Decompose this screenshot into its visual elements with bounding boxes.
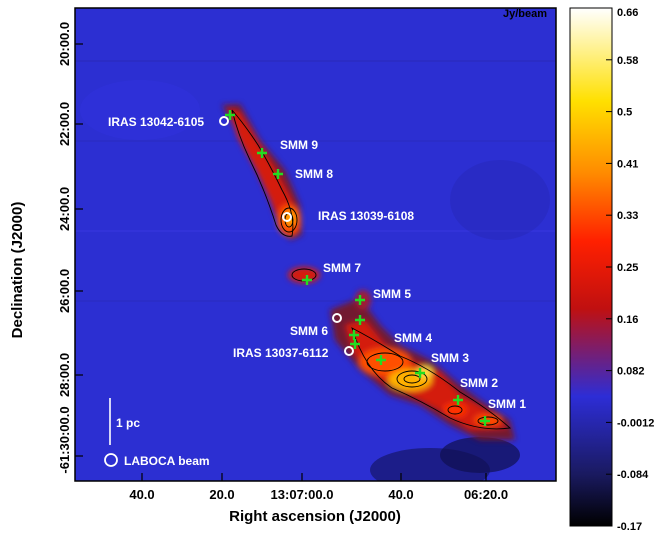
x-tick-label: 20.0 [209,487,234,502]
colorbar-tick-label: 0.16 [617,314,638,326]
colorbar-unit: Jy/beam [503,8,547,20]
smm-marker [349,330,359,340]
colorbar-ticks: 0.66 0.58 0.5 0.41 0.33 0.25 0.16 0.082 -0.0012 -… [606,7,654,533]
source-label: IRAS 13039-6108 [318,209,414,223]
x-tick-label: 40.0 [129,487,154,502]
x-tick-labels: 40.0 20.0 13:07:00.0 40.0 06:20.0 [129,487,508,502]
smm-marker [350,339,360,349]
source-label: SMM 8 [295,167,333,181]
intensity-map [75,8,556,481]
colorbar-tick-label: 0.33 [617,210,638,222]
colorbar-tick-label: 0.41 [617,158,638,170]
colorbar-tick-label: -0.0012 [617,417,654,429]
colorbar [569,7,613,527]
iras-marker [332,313,342,323]
source-label: SMM 3 [431,351,469,365]
y-tick-label: 26:00.0 [57,269,72,313]
x-tick-label: 13:07:00.0 [271,487,334,502]
colorbar-tick-label: 0.25 [617,262,638,274]
beam-circle [104,453,118,467]
colorbar-tick-label: 0.66 [617,7,638,19]
y-tick-label: -61:30:00.0 [57,406,72,473]
smm-marker [453,395,463,405]
colorbar-tick-label: 0.5 [617,107,632,119]
source-label: SMM 4 [394,331,432,345]
tick-marks [75,43,487,481]
y-axis-title: Declination (J2000) [9,202,26,339]
smm-marker [355,295,365,305]
y-tick-label: 20:00.0 [57,22,72,66]
x-axis-title: Right ascension (J2000) [229,508,401,525]
contour-lines [231,109,512,430]
colorbar-tick-label: -0.17 [617,521,642,533]
source-markers: IRAS 13042-6105 SMM 9 SMM 8 IRAS 13039-6108… [108,110,526,426]
colorbar-tick-label: -0.084 [617,469,649,481]
map-noise [75,60,556,481]
smm-marker [355,315,365,325]
source-label: SMM 1 [488,397,526,411]
smm-marker [415,368,425,378]
y-tick-label: 28:00.0 [57,353,72,397]
smm-marker [480,416,490,426]
source-label: IRAS 13042-6105 [108,115,204,129]
iras-marker [219,116,229,126]
source-label: SMM 7 [323,261,361,275]
plot-frame [74,7,557,482]
iras-marker [344,346,354,356]
y-tick-label: 24:00.0 [57,187,72,231]
smm-marker [376,355,386,365]
source-label: SMM 5 [373,287,411,301]
x-tick-label: 06:20.0 [464,487,508,502]
y-tick-label: 22:00.0 [57,102,72,146]
source-label: IRAS 13037-6112 [233,346,329,360]
source-label: SMM 9 [280,138,318,152]
smm-marker [257,148,267,158]
source-label: SMM 2 [460,376,498,390]
colorbar-tick-label: 0.58 [617,55,638,67]
x-tick-label: 40.0 [388,487,413,502]
smm-marker [273,169,283,179]
colorbar-tick-label: 0.082 [617,366,645,378]
source-label: SMM 6 [290,324,328,338]
y-tick-labels: 20:00.0 22:00.0 24:00.0 26:00.0 28:00.0 … [57,22,72,474]
smm-marker [302,275,312,285]
smm-marker [225,110,235,120]
scale-bar-label: 1 pc [116,416,140,430]
iras-marker [282,212,292,222]
beam-label: LABOCA beam [124,454,210,468]
